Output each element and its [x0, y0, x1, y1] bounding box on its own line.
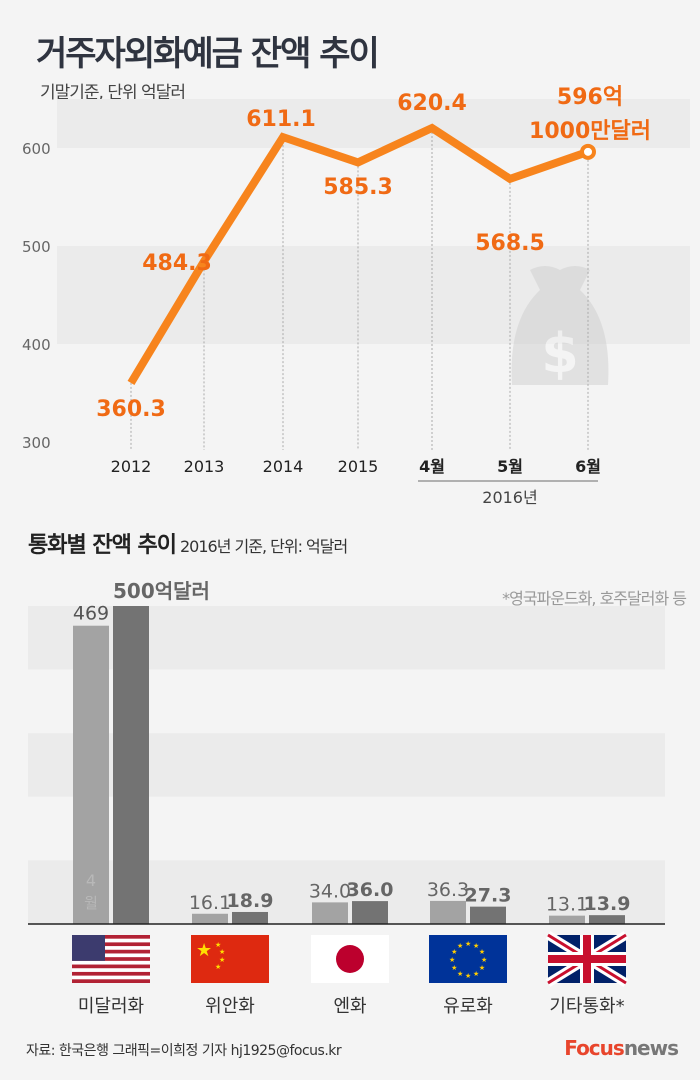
x-tick-label: 2014	[263, 457, 304, 476]
flag-stripe	[72, 979, 150, 983]
y-tick-label: 300	[22, 434, 51, 452]
x-tick-label: 2013	[184, 457, 225, 476]
x-tick-label: 4월	[419, 457, 445, 476]
bar-jun	[589, 915, 625, 924]
flag-stripe	[72, 949, 150, 954]
category-label: 위안화	[205, 996, 255, 1017]
series-name-label: 월	[84, 894, 98, 912]
category-label: 유로화	[443, 996, 493, 1017]
source-credit: 자료: 한국은행 그래픽=이희정 기자 hj1925@focus.kr	[26, 1043, 342, 1059]
y-tick-label: 600	[22, 140, 51, 158]
data-label: 585.3	[323, 175, 393, 200]
bar-jun	[232, 911, 268, 924]
flag-star: ★	[219, 956, 225, 964]
y-tick-label: 400	[22, 336, 51, 354]
bar-subtitle: 2016년 기준, 단위: 억달러	[180, 537, 348, 556]
bar-value-label: 13.9	[584, 893, 631, 915]
flag-bg	[429, 935, 507, 983]
bar-apr	[430, 900, 466, 924]
flag-star: ★	[479, 964, 485, 972]
flag-star: ★	[219, 948, 225, 956]
data-label: 611.1	[246, 107, 316, 132]
x-tick-label: 6월	[575, 457, 601, 476]
flag-star: ★	[465, 940, 471, 948]
bar-value-label: 34.0	[309, 880, 351, 902]
x-tick-label: 5월	[497, 457, 523, 476]
grid-band	[57, 148, 690, 246]
category-label: 엔화	[333, 996, 366, 1017]
flag-star: ★	[196, 940, 212, 961]
category-label: 미달러화	[78, 996, 144, 1017]
flag-stripe	[72, 957, 150, 961]
bag-body	[511, 266, 609, 385]
bar-jun	[470, 906, 506, 924]
y-tick-label: 500	[22, 238, 51, 256]
category-label: 기타통화*	[549, 996, 624, 1017]
flag-star: ★	[479, 948, 485, 956]
flag-canton	[72, 935, 105, 961]
x-tick-label: 2012	[111, 457, 152, 476]
china-flag-icon: ★ ★★★★	[191, 935, 269, 983]
flag-bg	[191, 935, 269, 983]
series-line	[127, 123, 590, 385]
series-name-label: 4	[86, 871, 96, 890]
flag-star: ★	[451, 964, 457, 972]
x-tick-label: 2015	[338, 457, 379, 476]
footnote: *영국파운드화, 호주달러화 등	[502, 589, 687, 608]
bar-value-label: 36.3	[427, 879, 469, 901]
bar-apr	[549, 915, 585, 924]
flag-star: ★	[481, 956, 487, 964]
bar-title-text: 통화별 잔액 추이	[28, 533, 177, 558]
bar-value-label: 27.3	[465, 885, 512, 907]
eu-flag-icon: ★★★★★★★★★ ★ ★★	[429, 935, 507, 983]
flag-star: ★	[451, 948, 457, 956]
end-point-marker	[580, 143, 596, 160]
chart-title: 거주자외화예금 잔액 추이	[36, 34, 380, 74]
flag-star: ★	[473, 970, 479, 978]
data-label: 1000만달러	[529, 119, 651, 144]
uk-flag-icon	[545, 931, 629, 987]
flag-stripe	[72, 971, 150, 976]
bar-jun	[352, 901, 388, 924]
bar-value-label: 36.0	[347, 879, 394, 901]
flag-star: ★	[215, 963, 221, 971]
bar-value-label: 500억달러	[113, 579, 210, 603]
bar-value-label: 13.1	[546, 894, 588, 916]
money-bag-icon: $	[511, 266, 609, 385]
data-label: 596억	[557, 85, 623, 110]
focusnews-logo: Focusnews	[564, 1036, 679, 1060]
bar-value-label: 16.1	[189, 892, 231, 914]
japan-flag-icon	[311, 935, 389, 983]
flag-stripe	[72, 942, 150, 947]
group-label: 2016년	[482, 488, 537, 507]
flag-star: ★	[473, 942, 479, 950]
flag-disc	[336, 945, 364, 973]
flag-star: ★	[449, 956, 455, 964]
grid-band	[57, 99, 690, 148]
us-flag-icon	[72, 935, 150, 983]
flag-stripe	[72, 935, 150, 939]
flag-stripe	[72, 964, 150, 969]
bar-jun	[113, 606, 149, 924]
chart-subtitle: 기말기준, 단위 억달러	[40, 83, 186, 103]
data-label: 484.3	[142, 251, 212, 276]
bar-value-label: 18.9	[227, 890, 274, 912]
bar-apr	[192, 913, 228, 924]
line-chart: 300 400 500 600 $2012 2013 2014 2015 4월 5월 6월 2016년…	[22, 85, 690, 507]
data-label: 360.3	[96, 397, 166, 422]
bar-apr	[73, 625, 109, 924]
flag-star: ★	[465, 972, 471, 980]
flag-star: ★	[215, 941, 221, 949]
bar-value-label: 469	[73, 603, 109, 625]
bar-chart-title: 통화별 잔액 추이 2016년 기준, 단위: 억달러	[28, 527, 348, 559]
dollar-sign: $	[541, 322, 579, 385]
flag-star: ★	[457, 970, 463, 978]
data-label: 568.5	[475, 231, 545, 256]
data-label: 620.4	[397, 91, 467, 116]
flag-star: ★	[457, 942, 463, 950]
flag-cross-red	[548, 935, 626, 983]
bar-apr	[312, 902, 348, 924]
